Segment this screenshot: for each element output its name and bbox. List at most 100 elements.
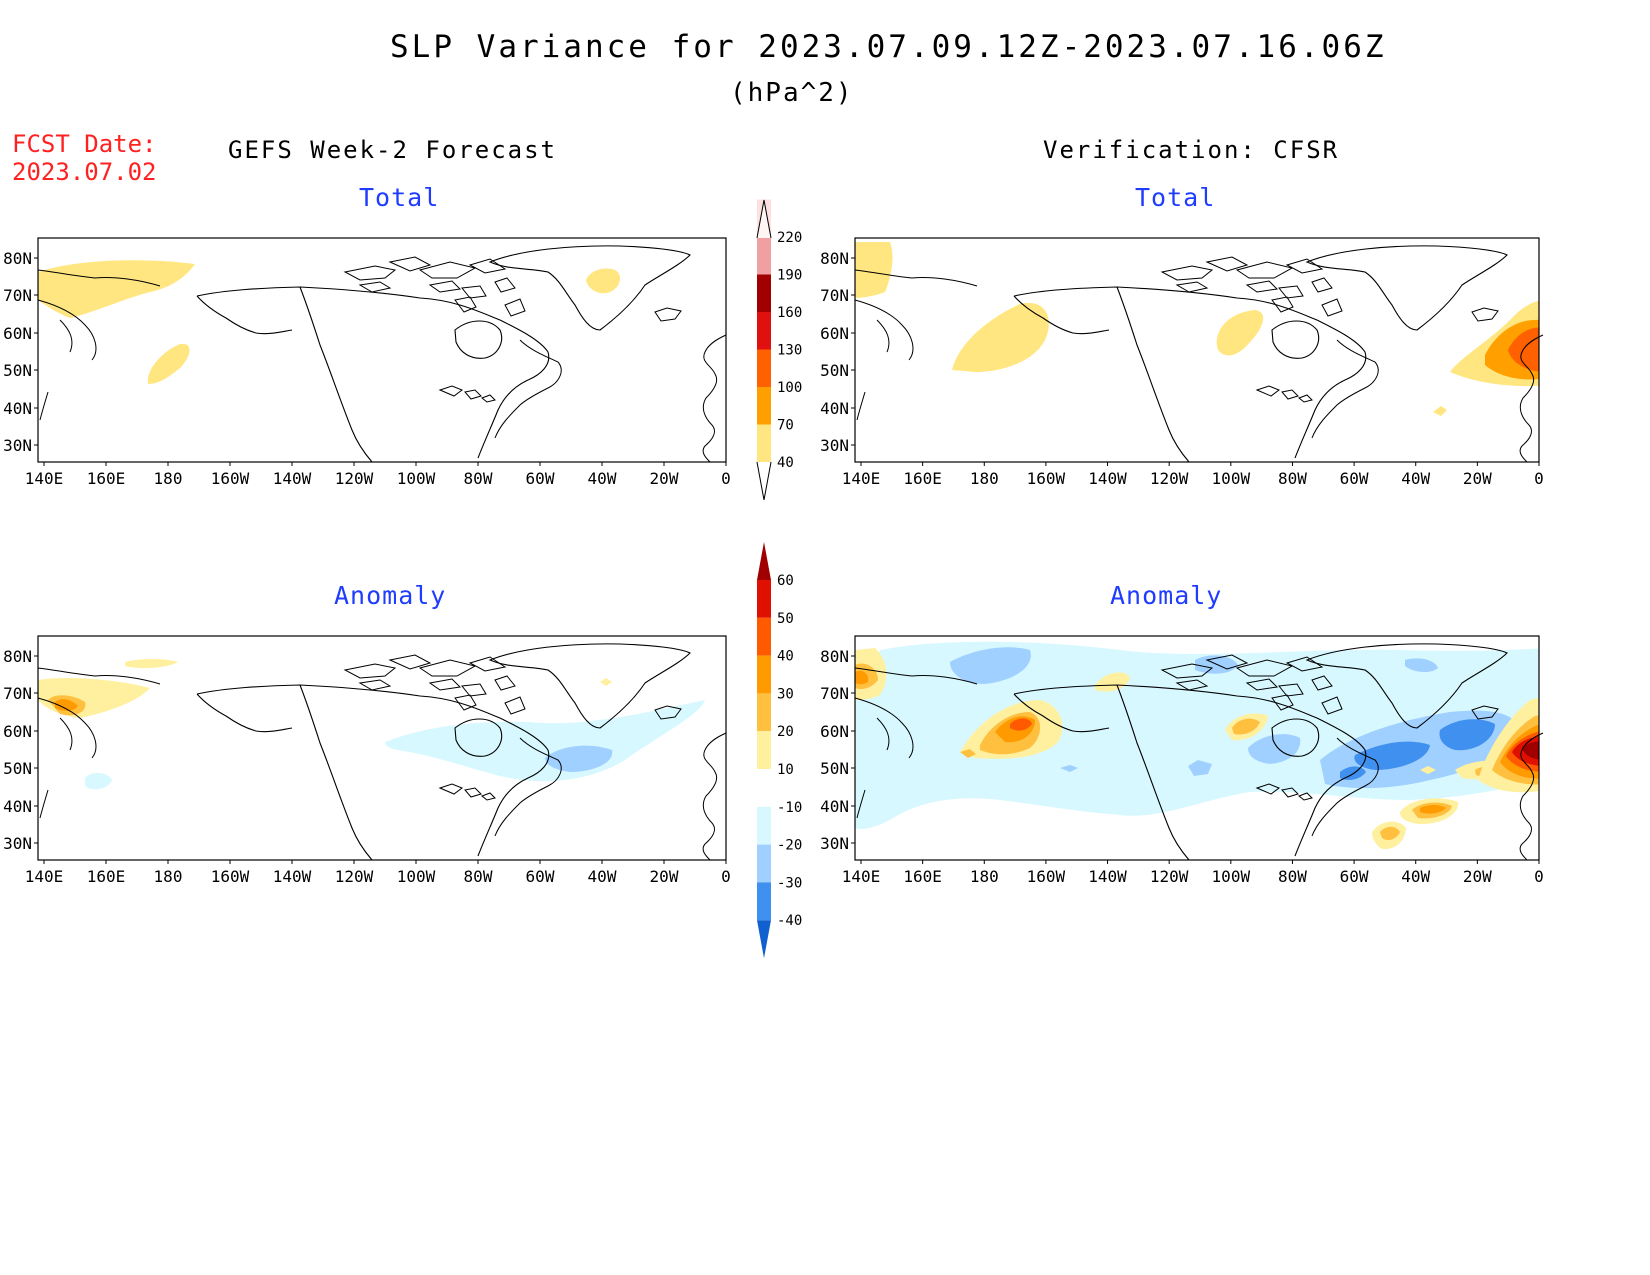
lon-label: 160W — [211, 469, 250, 488]
lon-label: 180 — [154, 867, 183, 886]
colorbar-swatch — [757, 769, 771, 807]
lat-label: 80N — [820, 647, 849, 666]
lon-label: 120W — [1150, 469, 1189, 488]
lat-label: 60N — [3, 324, 32, 343]
lat-labels-top-left: 80N 70N 60N 50N 40N 30N — [3, 249, 38, 455]
lat-label: 50N — [820, 361, 849, 380]
map-panel-total-forecast — [37, 237, 727, 463]
lon-label: 20W — [650, 867, 679, 886]
colorbar-swatch — [757, 349, 771, 387]
colorbar-top-arrow — [757, 542, 771, 580]
lon-label: 100W — [1212, 867, 1251, 886]
lon-label: 100W — [1212, 469, 1251, 488]
colorbar-label: 60 — [777, 573, 794, 589]
colorbar-swatch — [757, 693, 771, 732]
colorbar-label: 40 — [777, 455, 794, 471]
lon-label: 80W — [464, 469, 493, 488]
lat-label: 60N — [820, 324, 849, 343]
lon-label: 80W — [464, 867, 493, 886]
lat-labels-top-right: 80N 70N 60N 50N 40N 30N — [820, 249, 855, 455]
lat-label: 40N — [3, 399, 32, 418]
colorbar-label: 40 — [777, 649, 794, 665]
panel-title-anomaly-right: Anomaly — [1110, 581, 1223, 610]
lat-label: 30N — [820, 834, 849, 853]
lat-label: 80N — [820, 249, 849, 268]
colorbar-label: 190 — [777, 268, 802, 284]
lat-label: 70N — [3, 286, 32, 305]
lon-label: 120W — [335, 469, 374, 488]
lon-label: 80W — [1278, 867, 1307, 886]
lon-label: 180 — [970, 867, 999, 886]
lat-label: 40N — [820, 797, 849, 816]
lat-label: 30N — [3, 436, 32, 455]
lat-label: 60N — [820, 722, 849, 741]
axis-labels: 80N 70N 60N 50N 40N 30N 80N 70N 60N 50N 40N 30N 80… — [3, 249, 1544, 886]
lat-label: 60N — [3, 722, 32, 741]
colorbar-swatch — [757, 312, 771, 350]
lon-label: 40W — [1401, 867, 1430, 886]
colorbar-swatch — [757, 617, 771, 656]
colorbar-swatch — [757, 237, 771, 275]
lon-label: 100W — [397, 867, 436, 886]
lat-label: 70N — [3, 684, 32, 703]
colorbar-swatch — [757, 844, 771, 883]
colorbar-swatch — [757, 882, 771, 921]
figure-units: (hPa^2) — [730, 78, 854, 108]
colorbar-label: 30 — [777, 686, 794, 702]
lat-labels-bottom-right: 80N 70N 60N 50N 40N 30N — [820, 647, 855, 853]
colorbar-label: -10 — [777, 800, 802, 816]
colorbar-label: 70 — [777, 418, 794, 434]
colorbar-swatch — [757, 655, 771, 694]
lat-label: 50N — [3, 759, 32, 778]
colorbar-total: 40 70 100 130 160 190 220 — [756, 199, 802, 501]
lon-label: 120W — [335, 867, 374, 886]
lon-label: 180 — [970, 469, 999, 488]
colorbar-label: 130 — [777, 343, 802, 359]
lon-label: 20W — [1463, 469, 1492, 488]
lon-label: 160E — [903, 867, 942, 886]
lon-label: 140W — [273, 469, 312, 488]
lat-label: 30N — [3, 834, 32, 853]
lat-label: 70N — [820, 684, 849, 703]
map-panel-anomaly-verification — [854, 635, 1544, 861]
lon-label: 160E — [87, 867, 126, 886]
lon-label: 40W — [588, 867, 617, 886]
colorbar-swatch — [757, 580, 771, 618]
lon-label: 180 — [154, 469, 183, 488]
colorbar-label: 220 — [777, 230, 802, 246]
lon-label: 20W — [650, 469, 679, 488]
lat-label: 40N — [3, 797, 32, 816]
lon-label: 160W — [1027, 867, 1066, 886]
lon-label: 140W — [1088, 469, 1127, 488]
lon-labels-top-right: 140E 160E 180 160W 140W 120W 100W 80W 60W 40W 20W 0 — [842, 462, 1544, 488]
lon-label: 60W — [1340, 469, 1369, 488]
panel-title-anomaly-left: Anomaly — [334, 581, 447, 610]
lon-label: 160W — [1027, 469, 1066, 488]
lon-label: 0 — [1534, 867, 1544, 886]
lon-label: 80W — [1278, 469, 1307, 488]
colorbar-swatch — [757, 387, 771, 425]
lat-label: 50N — [3, 361, 32, 380]
lat-label: 70N — [820, 286, 849, 305]
lon-label: 140E — [842, 469, 881, 488]
lon-labels-bottom-right: 140E 160E 180 160W 140W 120W 100W 80W 60W 40W 20W 0 — [842, 860, 1544, 886]
lon-label: 40W — [1401, 469, 1430, 488]
lon-label: 140E — [25, 469, 64, 488]
colorbar-swatch — [757, 424, 771, 462]
colorbar-label: 20 — [777, 724, 794, 740]
lat-labels-bottom-left: 80N 70N 60N 50N 40N 30N — [3, 647, 38, 853]
lat-label: 40N — [820, 399, 849, 418]
colorbar-anomaly: 60 50 40 30 20 10 -10 -20 -30 -40 — [757, 542, 802, 959]
lon-label: 140E — [842, 867, 881, 886]
lat-label: 80N — [3, 249, 32, 268]
lat-label: 80N — [3, 647, 32, 666]
right-column-title: Verification: CFSR — [1043, 136, 1340, 164]
left-column-title: GEFS Week-2 Forecast — [228, 136, 557, 164]
lon-labels-bottom-left: 140E 160E 180 160W 140W 120W 100W 80W 60W 40W 20W 0 — [25, 860, 731, 886]
lon-label: 160W — [211, 867, 250, 886]
lon-label: 120W — [1150, 867, 1189, 886]
lon-label: 160E — [87, 469, 126, 488]
lon-label: 140W — [273, 867, 312, 886]
lon-label: 0 — [1534, 469, 1544, 488]
